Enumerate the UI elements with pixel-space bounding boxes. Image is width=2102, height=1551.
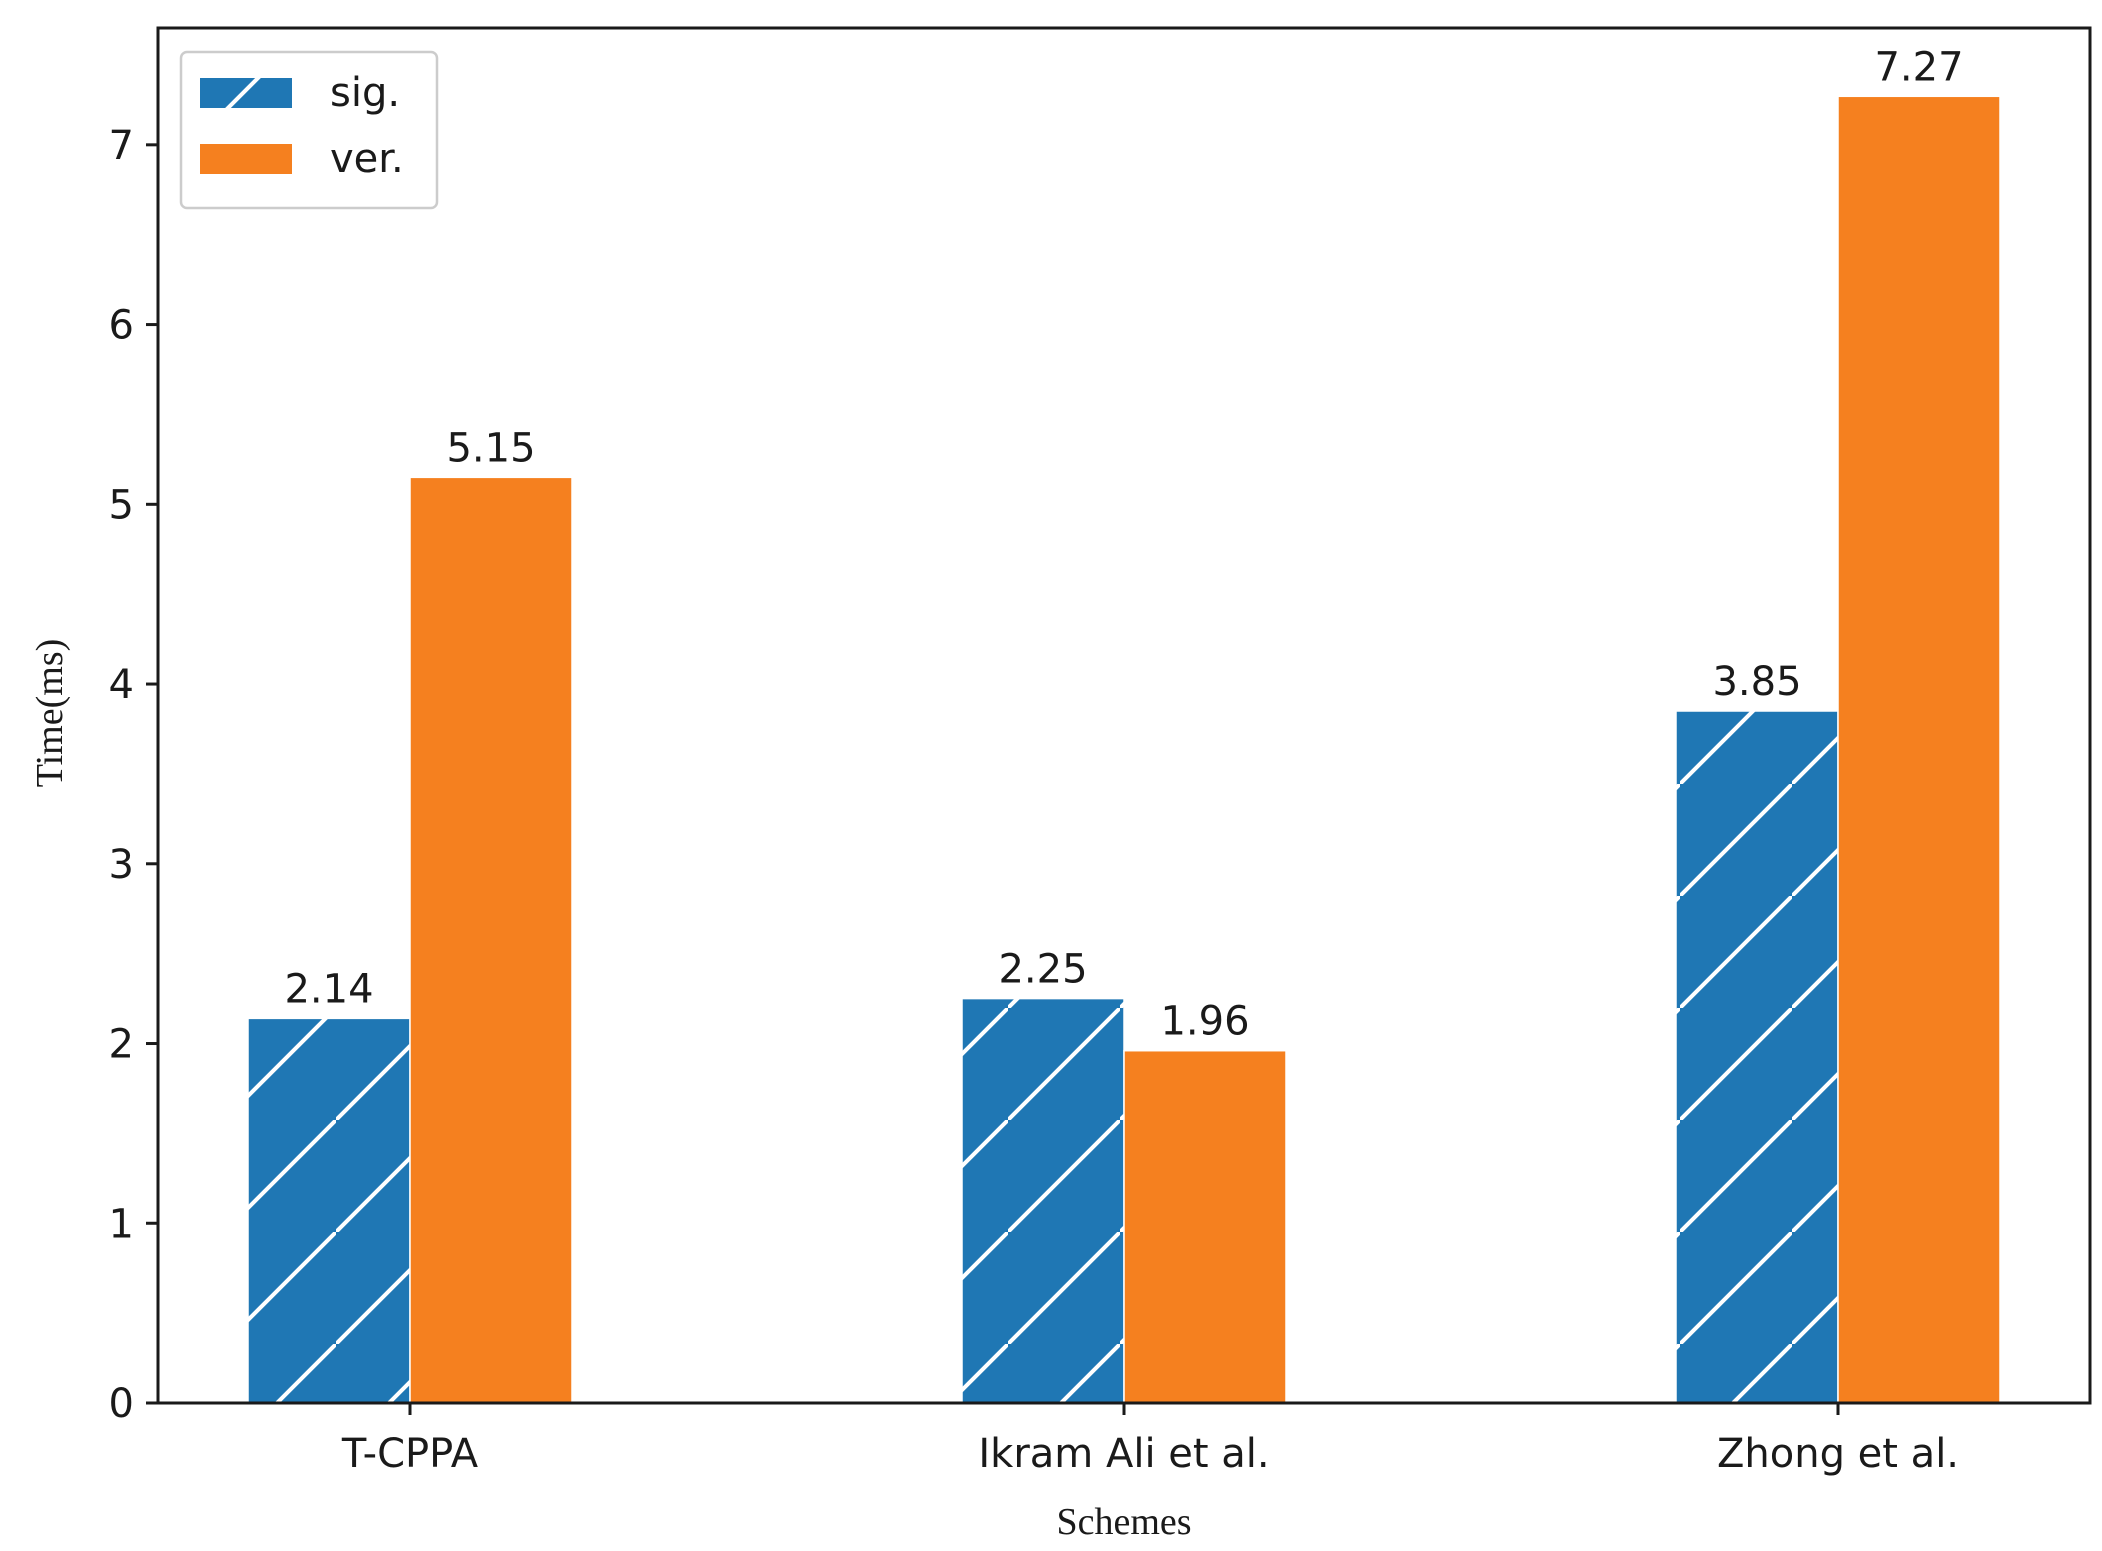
bar-ver-3 xyxy=(1837,95,2001,1404)
bar-ver-1 xyxy=(409,476,573,1404)
y-tick-label: 3 xyxy=(109,842,134,888)
y-tick-label: 2 xyxy=(109,1022,134,1068)
data-label-sig-3: 3.85 xyxy=(1712,659,1801,705)
legend-swatch-ver xyxy=(200,144,292,174)
data-labels-layer: 2.14 5.15 2.25 1.96 3.85 7.27 xyxy=(284,44,1963,1044)
data-label-ver-2: 1.96 xyxy=(1160,999,1249,1045)
y-tick-label: 6 xyxy=(109,303,134,349)
x-axis-title: Schemes xyxy=(1056,1501,1191,1543)
x-tick-label: T-CPPA xyxy=(341,1431,479,1477)
bar-sig-3 xyxy=(1675,710,1839,1404)
y-axis: 0 1 2 3 4 5 6 7 xyxy=(109,123,158,1427)
y-tick-label: 4 xyxy=(109,662,134,708)
legend-label-ver: ver. xyxy=(330,136,404,182)
bar-sig-1 xyxy=(247,1017,411,1404)
x-tick-label: Ikram Ali et al. xyxy=(978,1431,1269,1477)
legend-swatch-sig xyxy=(200,78,292,108)
bar-sig-2 xyxy=(961,997,1125,1404)
bars-layer xyxy=(247,95,2001,1404)
y-tick-label: 7 xyxy=(109,123,134,169)
legend-label-sig: sig. xyxy=(330,70,400,116)
x-axis: T-CPPA Ikram Ali et al. Zhong et al. xyxy=(341,1403,1959,1477)
legend: sig. ver. xyxy=(179,50,439,210)
y-tick-label: 0 xyxy=(109,1381,134,1427)
x-tick-label: Zhong et al. xyxy=(1717,1431,1959,1477)
y-tick-label: 1 xyxy=(109,1201,134,1247)
y-tick-label: 5 xyxy=(109,482,134,528)
data-label-ver-3: 7.27 xyxy=(1874,44,1963,90)
bar-ver-2 xyxy=(1123,1049,1287,1404)
data-label-sig-1: 2.14 xyxy=(284,966,373,1012)
y-axis-title: Time(ms) xyxy=(29,639,71,788)
data-label-sig-2: 2.25 xyxy=(998,947,1087,993)
data-label-ver-1: 5.15 xyxy=(446,425,535,471)
